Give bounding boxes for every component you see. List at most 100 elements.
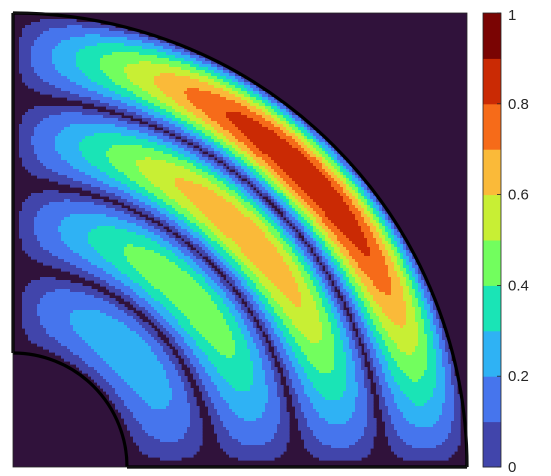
contour-cell [238,310,245,314]
contour-cell [22,163,44,167]
contour-cell [139,295,152,299]
contour-cell [337,157,344,161]
contour-cell [265,304,272,308]
contour-cell [442,364,452,368]
contour-cell [217,172,224,176]
contour-cell [22,121,41,125]
contour-cell [361,367,368,371]
contour-cell [301,403,314,407]
contour-cell [244,286,251,290]
contour-cell [280,187,287,191]
contour-cell [88,88,110,92]
contour-cell [199,265,209,269]
contour-cell [229,247,242,251]
contour-cell [166,145,179,149]
contour-cell [289,232,296,236]
contour-cell [202,136,212,140]
contour-cell [220,394,269,398]
contour-cell [229,307,236,311]
contour-cell [259,205,266,209]
contour-cell [310,211,317,215]
contour-cell [349,301,353,305]
contour-cell [175,238,182,242]
contour-cell [151,238,164,242]
contour-cell [91,346,152,350]
contour-cell [292,235,296,239]
contour-cell [190,334,203,338]
contour-cell [331,253,338,257]
contour-cell [346,295,350,299]
contour-cell [274,376,281,380]
contour-cell [265,295,272,299]
contour-cell [277,430,290,434]
contour-cell [229,382,254,386]
contour-cell [214,148,224,152]
contour-cell [199,64,212,68]
contour-cell [145,235,161,239]
contour-cell [451,367,455,371]
contour-cell [235,307,242,311]
contour-cell [322,325,332,329]
contour-cell [181,127,188,131]
contour-cell [142,325,152,329]
contour-cell [397,259,404,263]
contour-cell [172,361,179,365]
contour-cell [295,406,302,410]
contour-cell [325,397,341,401]
contour-cell [304,148,311,152]
contour-cell [364,370,368,374]
contour-cell [337,322,344,326]
contour-cell [343,259,350,263]
contour-cell [127,427,143,431]
contour-cell [100,277,116,281]
contour-cell [379,202,383,206]
contour-cell [166,376,182,380]
contour-cell [223,301,233,305]
contour-cell [316,262,320,266]
contour-cell [268,391,278,395]
contour-cell [322,286,326,290]
contour-cell [388,232,392,236]
contour-cell [328,271,332,275]
contour-cell [202,154,209,158]
contour-cell [196,160,206,164]
contour-cell [289,385,293,389]
contour-cell [400,325,404,329]
contour-cell [178,256,191,260]
contour-cell [337,283,344,287]
contour-cell [262,343,269,347]
contour-cell [358,313,365,317]
contour-cell [295,238,299,242]
contour-cell [307,355,335,359]
contour-cell [367,202,374,206]
contour-cell [304,235,311,239]
contour-cell [175,316,188,320]
contour-cell [358,334,365,338]
contour-cell [385,235,389,239]
contour-cell [136,181,152,185]
contour-cell [190,52,197,56]
contour-cell [328,259,332,263]
contour-cell [442,349,446,353]
contour-cell [187,145,194,149]
contour-cell [58,172,86,176]
contour-cell [289,142,299,146]
contour-cell [253,361,263,365]
contour-cell [25,82,50,86]
contour-cell [301,118,305,122]
contour-cell [247,265,257,269]
contour-cell [58,256,83,260]
contour-cell [52,58,77,62]
contour-cell [370,247,380,251]
contour-cell [196,328,230,332]
contour-cell [406,319,416,323]
contour-cell [199,373,209,377]
contour-cell [244,154,251,158]
contour-cell [412,262,416,266]
contour-cell [235,73,239,77]
contour-cell [301,214,308,218]
contour-cell [253,151,263,155]
contour-cell [292,256,299,260]
contour-cell [367,415,374,419]
contour-cell [214,160,218,164]
